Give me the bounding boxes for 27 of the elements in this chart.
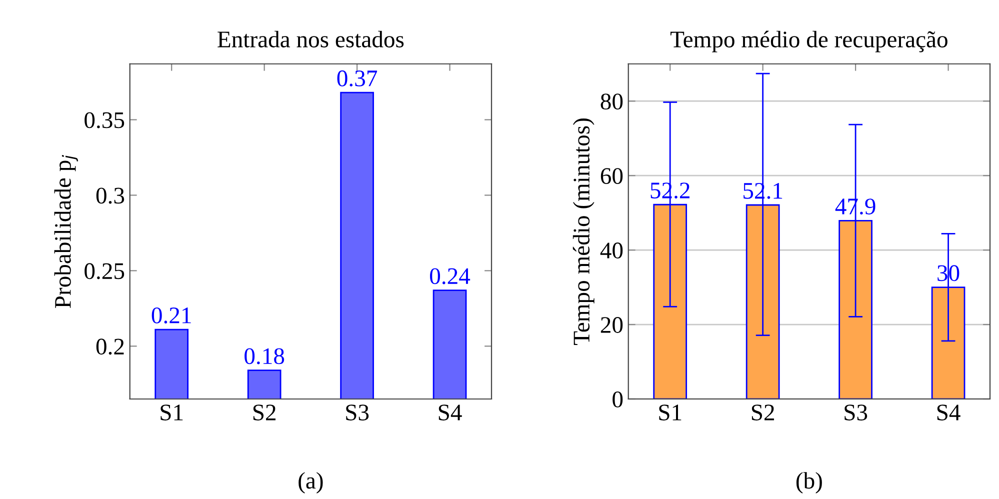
x-tick-label: S3 [346,404,369,420]
y-tick-label: 60 [600,168,623,184]
x-tick-label: S2 [752,404,774,420]
chart-title: Entrada nos estados [218,30,404,48]
text: (a) [298,472,323,494]
y-tick-label: 80 [600,94,623,110]
y-tick-label: 40 [600,242,623,258]
data-label: 0.18 [244,348,284,364]
x-tick-label: S3 [844,404,868,420]
x-tick-label: S4 [438,404,462,420]
x-tick-label: S1 [659,404,682,420]
y-tick-label: 20 [600,317,623,333]
chart-title: Tempo médio de recuperação [670,30,948,52]
data-label: 0.21 [152,307,191,324]
data-label: 0.37 [337,70,378,86]
x-tick-label: S1 [160,404,183,420]
data-label: 0.24 [430,268,470,284]
y-axis-title: Tempo médio (minutos) [572,118,594,345]
x-tick-label: S4 [937,404,960,420]
y-axis-title: Probabilidade p$_{j}$ [54,154,78,308]
y-tick-label: 0.2 [96,338,124,355]
x-tick-label: S2 [253,404,276,420]
y-tick-label: 0.3 [96,188,124,204]
y-tick-label: 0.35 [84,112,124,128]
y-tick-label: 0.25 [84,263,124,280]
text: (b) [796,472,822,494]
y-tick-label: 0 [612,391,623,408]
